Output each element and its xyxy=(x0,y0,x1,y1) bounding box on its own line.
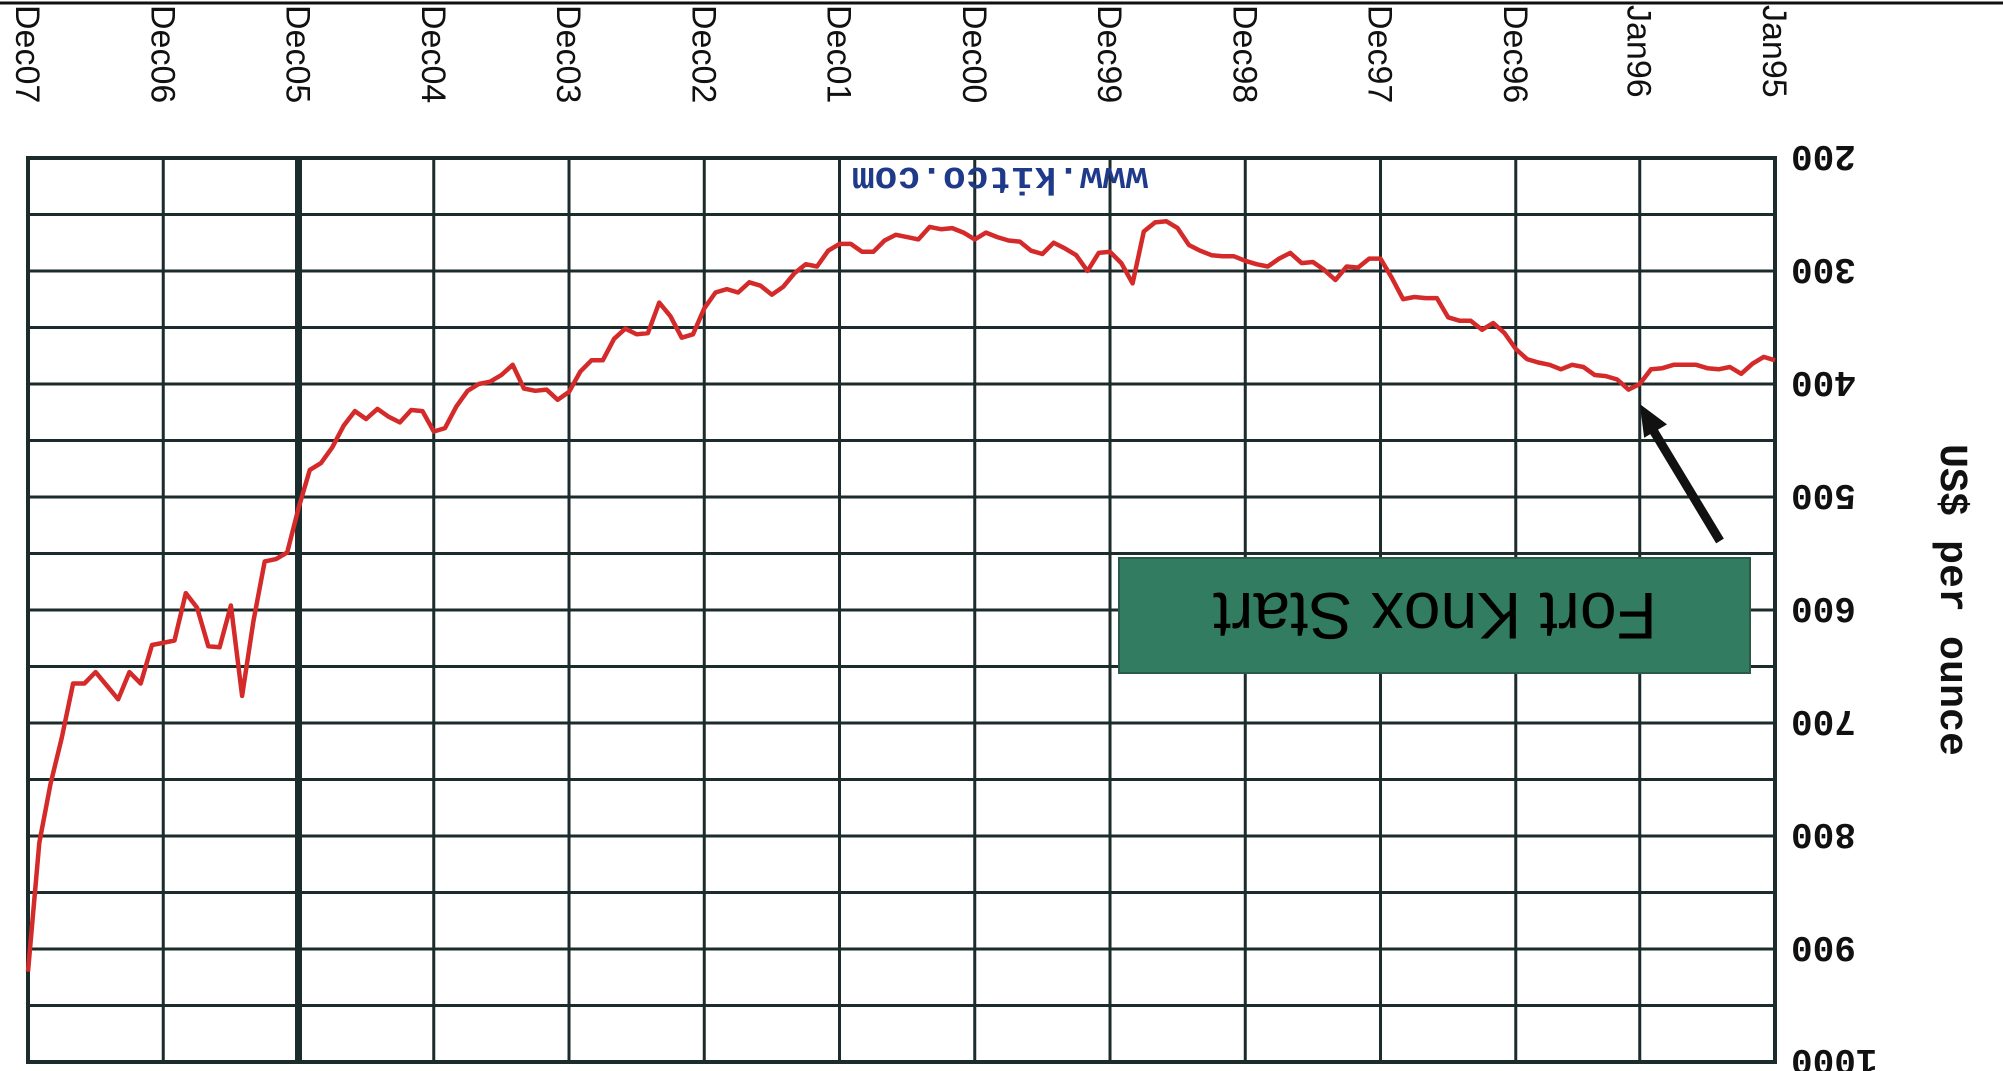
x-tick-label: Dec98 xyxy=(1225,5,1263,103)
x-tick-label: Jan95 xyxy=(1755,5,1793,98)
x-tick-label: Dec00 xyxy=(955,5,993,103)
x-tick-label: Jan96 xyxy=(1620,5,1658,98)
y-tick-label: 300 xyxy=(1791,248,1856,289)
price-line xyxy=(25,219,1776,972)
x-tick-label: Dec96 xyxy=(1496,5,1534,103)
x-tick-label: Dec99 xyxy=(1090,5,1128,103)
x-tick-label: Dec01 xyxy=(820,5,858,103)
y-tick-label: 200 xyxy=(1791,135,1856,176)
x-tick-label: Dec06 xyxy=(143,5,181,103)
x-tick-label: Dec05 xyxy=(279,5,317,103)
x-tick-label: Dec07 xyxy=(8,5,46,103)
y-tick-label: 400 xyxy=(1791,361,1856,402)
annotation-box xyxy=(1118,557,1751,674)
x-tick-label: Dec02 xyxy=(684,5,722,103)
x-tick-label: Dec04 xyxy=(414,5,452,103)
annotation-arrow xyxy=(1641,415,1724,544)
plot-frame xyxy=(26,156,1777,1064)
watermark: www.kitco.com xyxy=(852,156,1148,199)
x-tick-label: Dec03 xyxy=(549,5,587,103)
annotation-text: Fort Knox Start xyxy=(1213,579,1657,653)
y-axis-label: US$ per ounce xyxy=(1928,444,1973,756)
x-tick-label: Dec97 xyxy=(1361,5,1399,103)
arrow-head xyxy=(1639,404,1668,438)
y-tick-label: 800 xyxy=(1791,813,1856,854)
y-tick-label: 1000 xyxy=(1791,1039,1877,1071)
y-tick-label: 600 xyxy=(1791,587,1856,628)
y-tick-label: 700 xyxy=(1791,700,1856,741)
y-tick-label: 900 xyxy=(1791,926,1856,967)
y-tick-label: 500 xyxy=(1791,474,1856,515)
